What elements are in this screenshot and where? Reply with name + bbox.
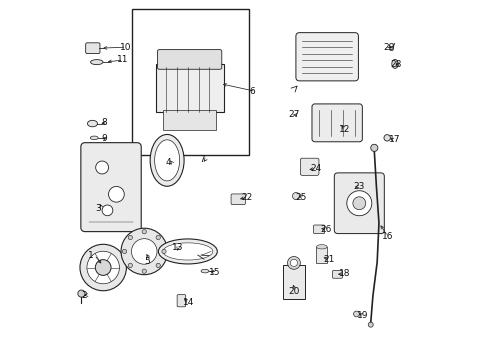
FancyBboxPatch shape [81,143,141,231]
Text: 21: 21 [323,255,335,264]
Bar [204,59,211,71]
Ellipse shape [91,60,103,64]
FancyBboxPatch shape [300,158,319,175]
Text: 2: 2 [81,291,87,300]
Text: 3: 3 [96,204,101,213]
Text: 24: 24 [310,164,321,173]
Text: 28: 28 [391,60,402,69]
Text: 18: 18 [339,269,350,278]
Text: 16: 16 [381,232,393,241]
Text: 14: 14 [182,298,194,307]
Ellipse shape [163,243,213,260]
FancyBboxPatch shape [333,270,343,278]
Text: 19: 19 [357,311,368,320]
Circle shape [288,256,300,269]
Text: 10: 10 [120,42,131,51]
Text: 23: 23 [353,182,364,191]
Circle shape [347,191,372,216]
Circle shape [293,193,300,200]
FancyBboxPatch shape [296,33,358,81]
Text: 26: 26 [321,225,332,234]
FancyBboxPatch shape [86,43,100,54]
Text: 7: 7 [199,155,205,164]
Text: 12: 12 [339,125,350,134]
Circle shape [109,186,124,202]
Text: 11: 11 [117,55,128,64]
Bar [163,111,217,130]
Text: 25: 25 [296,193,307,202]
Text: 15: 15 [209,268,221,277]
FancyBboxPatch shape [312,104,362,142]
Text: 9: 9 [101,134,107,143]
Ellipse shape [201,269,209,273]
Bar [317,247,327,263]
Text: 13: 13 [172,243,183,252]
Ellipse shape [158,239,218,264]
FancyBboxPatch shape [314,225,325,234]
Bar [283,265,305,298]
Circle shape [354,311,359,317]
Circle shape [156,235,160,240]
Circle shape [390,46,393,51]
Circle shape [156,263,160,267]
Ellipse shape [317,245,327,249]
Circle shape [142,230,147,234]
Ellipse shape [155,140,180,181]
Text: 22: 22 [242,193,253,202]
Circle shape [121,228,168,275]
Circle shape [371,144,378,152]
Ellipse shape [88,120,98,127]
Ellipse shape [150,134,184,186]
Circle shape [131,239,157,264]
Text: 4: 4 [166,158,171,167]
Circle shape [368,322,373,327]
Circle shape [128,235,132,240]
Bar [156,64,223,112]
FancyBboxPatch shape [177,295,186,307]
Circle shape [384,135,391,141]
Circle shape [78,290,85,297]
Circle shape [96,161,109,174]
Text: 8: 8 [101,118,107,127]
Circle shape [162,249,166,253]
FancyBboxPatch shape [231,194,245,204]
Ellipse shape [90,136,98,140]
FancyBboxPatch shape [334,173,384,234]
Text: 27: 27 [288,111,299,120]
Text: 17: 17 [389,135,400,144]
Bar [175,59,182,71]
Circle shape [96,260,111,275]
Bar [132,9,248,155]
Text: 6: 6 [249,87,255,96]
Bar [190,59,197,71]
FancyBboxPatch shape [157,50,222,69]
Circle shape [128,263,132,267]
Circle shape [353,197,366,210]
Text: 5: 5 [144,257,150,266]
Circle shape [142,269,147,273]
Bar [161,59,168,71]
Text: 20: 20 [289,287,300,296]
Ellipse shape [392,59,398,68]
Circle shape [80,244,126,291]
Text: 29: 29 [383,42,394,51]
Text: 1: 1 [88,251,94,260]
Circle shape [87,251,120,284]
Circle shape [291,259,297,266]
Circle shape [122,249,127,253]
Circle shape [102,205,113,216]
